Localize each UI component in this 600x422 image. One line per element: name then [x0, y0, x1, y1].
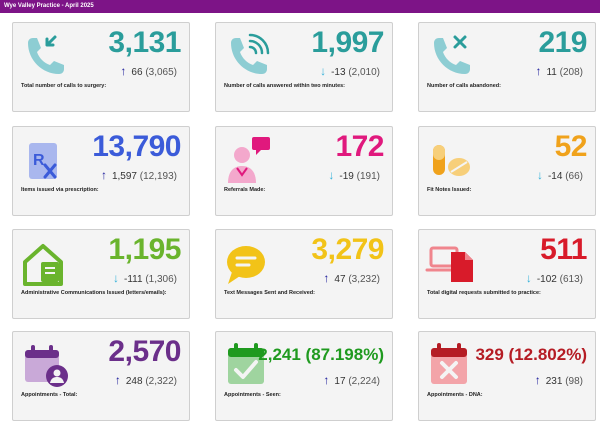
- arrow-down-icon: ↓: [320, 64, 327, 78]
- metric-change: ↑ 17 (2,224): [323, 373, 380, 387]
- metric-label: Number of calls answered within two minu…: [224, 83, 346, 89]
- metric-change: ↑ 231 (98): [534, 373, 583, 387]
- metric-value: 1,997: [311, 26, 384, 59]
- arrow-down-icon: ↓: [113, 271, 119, 285]
- phone-answered-icon: [222, 31, 274, 83]
- metric-change: ↑ 47 (3,232): [323, 271, 380, 285]
- metric-value: 52: [554, 130, 588, 163]
- metric-card-digital-requests: 511 ↓ -102 (613) Total digital requests s…: [418, 229, 596, 319]
- arrow-up-icon: ↑: [120, 64, 127, 78]
- calendar-check-icon: [222, 340, 274, 392]
- metric-value: 219: [538, 26, 587, 59]
- metric-value: 3,279: [311, 233, 384, 266]
- metric-label: Administrative Communications Issued (le…: [21, 290, 167, 296]
- phone-incoming-icon: [19, 31, 71, 83]
- metric-value: 3,131: [108, 26, 181, 59]
- metric-card-admin-communications: 1,195 ↓ -111 (1,306) Administrative Commu…: [12, 229, 190, 319]
- metric-change: ↑ 66 (3,065): [120, 64, 177, 78]
- svg-text:R: R: [33, 152, 45, 169]
- phone-abandoned-icon: [425, 31, 477, 83]
- metric-change: ↓ -19 (191): [328, 168, 380, 182]
- metric-card-text-messages: 3,279 ↑ 47 (3,232) Text Messages Sent and…: [215, 229, 393, 319]
- pills-icon: [425, 135, 477, 187]
- metric-label: Appointments - Seen:: [224, 392, 281, 398]
- metric-card-appointments-dna: 329 (12.802%) ↑ 231 (98) Appointments - D…: [418, 331, 596, 421]
- arrow-down-icon: ↓: [328, 168, 335, 182]
- metric-change: ↓ -13 (2,010): [320, 64, 380, 78]
- metric-change: ↓ -102 (613): [525, 271, 583, 285]
- metric-card-appointments-seen: 2,241 (87.198%) ↑ 17 (2,224) Appointments…: [215, 331, 393, 421]
- metric-card-fit-notes: 52 ↓ -14 (66) Fit Notes Issued:: [418, 126, 596, 216]
- arrow-up-icon: ↑: [323, 271, 330, 285]
- arrow-up-icon: ↑: [114, 373, 121, 387]
- metric-card-calls-abandoned: 219 ↑ 11 (208) Number of calls abandoned:: [418, 22, 596, 112]
- metric-card-calls-answered: 1,997 ↓ -13 (2,010) Number of calls answe…: [215, 22, 393, 112]
- metric-change: ↑ 1,597 (12,193): [100, 168, 177, 182]
- metric-value: 172: [335, 130, 384, 163]
- metric-label: Total digital requests submitted to prac…: [427, 290, 541, 296]
- arrow-down-icon: ↓: [525, 271, 532, 285]
- metric-label: Text Messages Sent and Received:: [224, 290, 315, 296]
- metric-change: ↓ -111 (1,306): [113, 271, 177, 285]
- digital-request-icon: [425, 238, 477, 290]
- metric-label: Appointments - DNA:: [427, 392, 483, 398]
- calendar-cross-icon: [425, 340, 477, 392]
- metric-value: 13,790: [92, 130, 181, 163]
- arrow-up-icon: ↑: [323, 373, 330, 387]
- metric-label: Appointments - Total:: [21, 392, 78, 398]
- metric-label: Referrals Made:: [224, 187, 266, 193]
- prescription-icon: R: [19, 135, 71, 187]
- arrow-up-icon: ↑: [534, 373, 541, 387]
- metric-value: 511: [540, 233, 587, 266]
- arrow-up-icon: ↑: [100, 168, 107, 182]
- arrow-down-icon: ↓: [536, 168, 543, 182]
- arrow-up-icon: ↑: [535, 64, 542, 78]
- metric-change: ↑ 248 (2,322): [114, 373, 177, 387]
- calendar-user-icon: [19, 340, 71, 392]
- metric-value: 1,195: [108, 233, 181, 266]
- metric-change: ↑ 11 (208): [535, 64, 583, 78]
- metric-value: 2,570: [108, 335, 181, 368]
- metric-card-referrals: 172 ↓ -19 (191) Referrals Made:: [215, 126, 393, 216]
- metric-label: Total number of calls to surgery:: [21, 83, 107, 89]
- metric-change: ↓ -14 (66): [536, 168, 583, 182]
- page-title: Wye Valley Practice - April 2025: [4, 3, 94, 9]
- metric-label: Fit Notes Issued:: [427, 187, 472, 193]
- metric-label: Number of calls abandoned:: [427, 83, 501, 89]
- chat-bubble-icon: [222, 238, 274, 290]
- metric-value: 329 (12.802%): [475, 345, 587, 364]
- metric-card-calls-total: 3,131 ↑ 66 (3,065) Total number of calls …: [12, 22, 190, 112]
- metric-card-appointments-total: 2,570 ↑ 248 (2,322) Appointments - Total:: [12, 331, 190, 421]
- admin-letter-icon: [19, 238, 71, 290]
- metric-value: 2,241 (87.198%): [258, 345, 384, 364]
- metric-label: Items issued via prescription:: [21, 187, 99, 193]
- metric-card-prescriptions: R 13,790 ↑ 1,597 (12,193) Items issued vi…: [12, 126, 190, 216]
- referral-doctor-icon: [222, 135, 274, 187]
- page-header: Wye Valley Practice - April 2025: [0, 0, 600, 13]
